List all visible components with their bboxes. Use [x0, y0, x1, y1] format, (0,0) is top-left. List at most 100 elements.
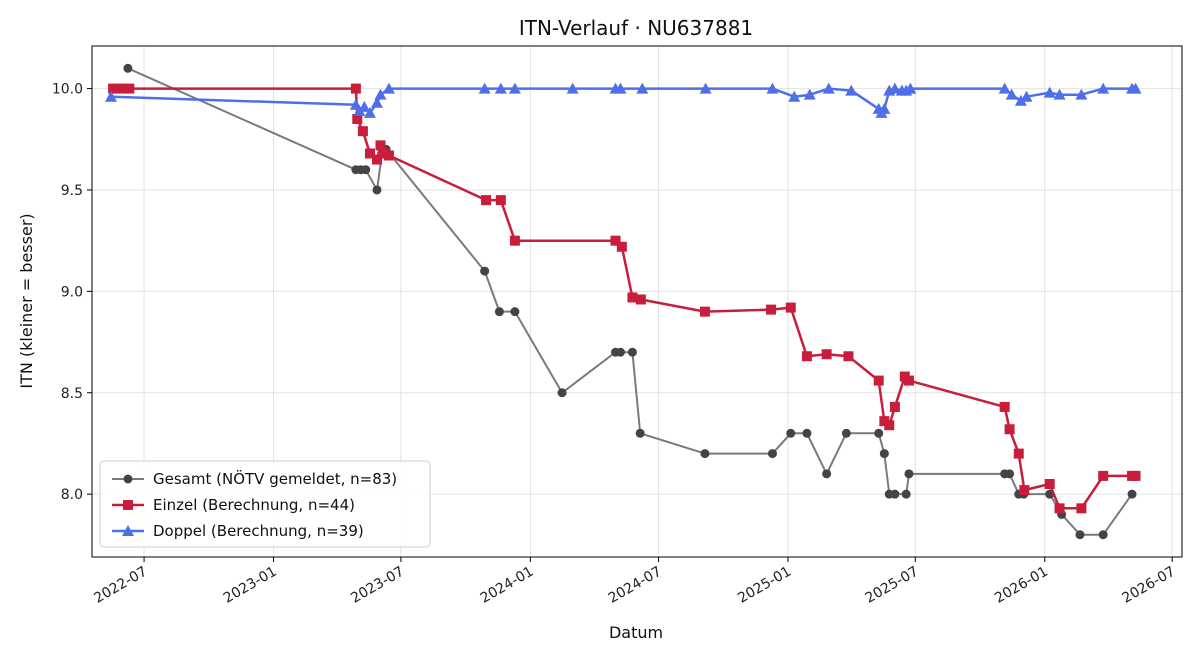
data-point: [627, 347, 637, 357]
data-point: [699, 306, 710, 317]
legend-entry: Einzel (Berechnung, n=44): [112, 496, 355, 514]
legend-label: Gesamt (NÖTV gemeldet, n=83): [153, 469, 397, 488]
data-point: [699, 82, 712, 94]
data-point: [370, 96, 383, 108]
data-point: [627, 292, 638, 303]
plot-frame: [91, 45, 1183, 558]
data-point: [104, 90, 117, 102]
data-point: [614, 82, 627, 94]
data-point: [767, 449, 777, 459]
data-point: [999, 401, 1010, 412]
data-point: [766, 82, 779, 94]
data-point: [1098, 470, 1109, 481]
chart-title: ITN-Verlauf · NU637881: [519, 16, 753, 40]
data-point: [123, 500, 133, 510]
data-point: [879, 449, 889, 459]
series-group: [104, 63, 1142, 540]
data-point: [1098, 530, 1108, 540]
data-point: [372, 185, 382, 195]
data-point: [557, 388, 567, 398]
data-point: [371, 154, 382, 165]
y-tick-label: 8.5: [61, 386, 83, 402]
data-point: [786, 428, 796, 438]
data-point: [494, 307, 504, 317]
data-point: [383, 150, 394, 161]
legend-label: Doppel (Berechnung, n=39): [153, 522, 364, 540]
data-point: [357, 126, 368, 137]
legend-label: Einzel (Berechnung, n=44): [153, 496, 355, 514]
data-point: [1044, 479, 1055, 489]
data-point: [361, 165, 371, 175]
x-tick-label: 2024-01: [478, 564, 537, 607]
data-point: [1054, 503, 1065, 514]
data-point: [788, 90, 801, 102]
data-point: [610, 235, 621, 246]
x-tick-label: 2025-01: [735, 564, 794, 607]
data-point: [122, 525, 134, 536]
y-tick-label: 10.0: [52, 82, 83, 98]
legend-box: [99, 460, 431, 548]
data-point: [363, 106, 376, 118]
x-tick-label: 2025-07: [863, 564, 922, 607]
data-point: [364, 148, 375, 159]
data-point: [822, 469, 832, 479]
legend: Gesamt (NÖTV gemeldet, n=83) Einzel (Bere…: [99, 460, 431, 548]
data-point: [843, 351, 854, 362]
data-point: [352, 114, 363, 124]
data-point: [350, 83, 361, 94]
data-point: [495, 195, 506, 206]
x-tick-label: 2023-07: [348, 564, 407, 607]
data-point: [478, 82, 491, 94]
data-point: [375, 140, 386, 151]
data-point: [108, 83, 119, 94]
data-point: [1020, 90, 1033, 102]
y-tick-label: 9.5: [61, 183, 83, 199]
data-point: [1130, 470, 1141, 481]
legend-entry: Gesamt (NÖTV gemeldet, n=83): [112, 469, 397, 488]
data-point: [1076, 503, 1087, 514]
y-tick-label: 9.0: [61, 284, 83, 300]
y-tick-label: 8.0: [61, 487, 83, 503]
data-point: [509, 235, 520, 246]
data-point: [801, 351, 812, 362]
data-point: [841, 428, 851, 438]
data-point: [124, 83, 135, 94]
data-point: [874, 428, 884, 438]
data-point: [566, 82, 579, 94]
data-point: [508, 82, 521, 94]
data-point: [889, 401, 900, 412]
data-point: [1013, 448, 1024, 459]
data-point: [123, 63, 133, 73]
data-point: [115, 83, 126, 94]
x-tick-label: 2022-07: [91, 564, 150, 607]
data-point: [901, 489, 911, 499]
data-point: [616, 241, 627, 252]
series-1: [108, 83, 1141, 514]
data-point: [878, 102, 891, 114]
data-point: [873, 375, 884, 386]
data-point: [845, 84, 858, 96]
data-point: [1043, 86, 1056, 98]
data-point: [802, 428, 812, 438]
data-point: [481, 195, 492, 206]
data-point: [904, 82, 917, 94]
data-point: [123, 474, 133, 484]
data-point: [1005, 88, 1018, 100]
data-point: [888, 82, 901, 94]
x-tick-label: 2023-01: [221, 564, 280, 607]
data-point: [1019, 485, 1030, 496]
data-point: [884, 420, 895, 431]
data-point: [494, 82, 507, 94]
data-point: [1053, 88, 1066, 100]
data-point: [510, 307, 520, 317]
data-point: [374, 88, 387, 100]
legend-entry: Doppel (Berechnung, n=39): [112, 522, 364, 540]
data-point: [904, 469, 914, 479]
data-point: [998, 82, 1011, 94]
data-point: [700, 449, 710, 459]
data-point: [766, 304, 777, 315]
x-tick-label: 2026-01: [992, 564, 1051, 607]
data-point: [1014, 94, 1027, 106]
data-point: [1075, 88, 1088, 100]
data-point: [480, 266, 490, 276]
